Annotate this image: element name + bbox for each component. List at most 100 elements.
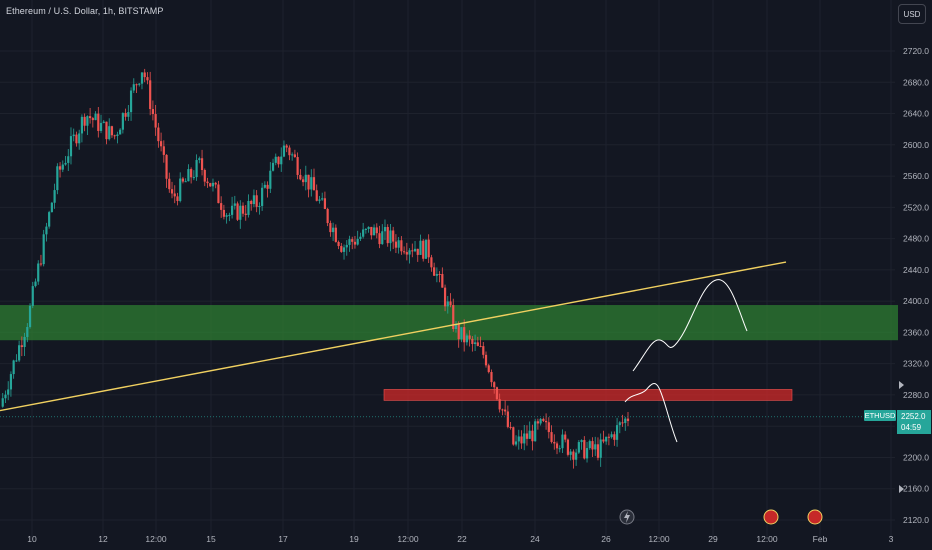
candle-body	[97, 113, 100, 131]
candle-body	[509, 426, 512, 428]
candle-body	[154, 114, 157, 128]
time-tick-label: 22	[457, 534, 467, 544]
candle-body	[132, 84, 135, 91]
candle-body	[200, 158, 204, 171]
candle-body	[285, 145, 288, 148]
candle-body	[129, 90, 133, 113]
candle-body	[553, 441, 556, 444]
time-tick-label: Feb	[813, 534, 828, 544]
candle-body	[102, 121, 105, 123]
price-tick-label: 2720.0	[903, 46, 929, 56]
candles	[1, 68, 630, 469]
trendline[interactable]	[0, 261, 787, 412]
candle-body	[435, 274, 438, 276]
candle-body	[18, 345, 21, 361]
candle-body	[438, 274, 441, 276]
candle-body	[230, 205, 234, 215]
projection-path-lower[interactable]	[624, 383, 678, 443]
candle-body	[591, 441, 594, 450]
candle-body	[217, 184, 220, 204]
candle-body	[56, 166, 59, 191]
candle-body	[140, 72, 144, 84]
support-zone[interactable]	[0, 305, 898, 341]
scroll-arrow-icon[interactable]	[899, 485, 904, 493]
candle-body	[615, 425, 619, 440]
candle-body	[61, 164, 64, 170]
candle-body	[454, 324, 458, 330]
price-label: 2252.0 04:59	[897, 410, 931, 434]
time-tick-label: 12:00	[756, 534, 778, 544]
candle-body	[356, 238, 359, 245]
candle-body	[165, 154, 168, 179]
time-tick-label: 12	[98, 534, 108, 544]
candle-body	[138, 83, 141, 85]
candle-body	[222, 209, 225, 217]
time-tick-label: 26	[601, 534, 611, 544]
candle-body	[613, 434, 616, 440]
event-icons[interactable]	[619, 381, 904, 525]
candle-body	[244, 213, 247, 215]
candle-body	[359, 236, 362, 239]
candle-body	[501, 409, 504, 411]
candle-body	[78, 133, 81, 144]
candle-body	[75, 134, 78, 144]
candle-body	[342, 247, 346, 252]
candle-body	[1, 398, 4, 407]
candle-body	[348, 239, 351, 245]
price-tick-label: 2680.0	[903, 77, 929, 87]
price-tick-label: 2480.0	[903, 234, 929, 244]
candle-body	[225, 215, 228, 217]
candle-body	[20, 345, 23, 348]
price-tick-label: 2600.0	[903, 140, 929, 150]
candle-body	[250, 200, 253, 205]
candle-body	[124, 113, 127, 117]
candle-body	[220, 203, 223, 210]
candle-body	[506, 411, 509, 427]
candle-body	[9, 374, 13, 390]
price-tick-label: 2640.0	[903, 109, 929, 119]
time-axis[interactable]: 10 12 12:00 15 17 19 12:00 22 24 26 12:00 29 12:00 Fe…	[27, 534, 893, 544]
candle-body	[353, 241, 357, 245]
candle-body	[228, 214, 231, 216]
candle-body	[547, 422, 550, 433]
candle-body	[375, 227, 378, 234]
candle-body	[48, 212, 51, 227]
dividend-icon[interactable]	[763, 509, 779, 525]
candle-body	[596, 444, 600, 458]
lightning-icon-glyph	[624, 511, 630, 523]
candle-body	[460, 327, 463, 340]
candle-body	[525, 433, 529, 439]
currency-button[interactable]: USD	[898, 4, 926, 24]
candle-body	[299, 174, 302, 180]
candle-body	[362, 229, 365, 237]
candle-body	[495, 387, 499, 400]
candle-body	[332, 227, 335, 233]
candle-body	[389, 230, 392, 244]
price-tick-label: 2560.0	[903, 171, 929, 181]
candle-body	[427, 239, 430, 258]
resistance-zone[interactable]	[383, 389, 793, 401]
candle-body	[337, 241, 340, 247]
candle-body	[512, 427, 515, 445]
grid	[0, 0, 895, 540]
projection-path-upper[interactable]	[632, 279, 748, 372]
candle-body	[67, 156, 70, 163]
candle-body	[255, 195, 258, 207]
scroll-arrow-icon[interactable]	[899, 381, 904, 389]
candle-body	[329, 223, 332, 233]
candle-body	[403, 251, 406, 253]
candle-body	[383, 227, 387, 232]
candle-body	[252, 195, 256, 205]
candle-body	[277, 156, 280, 165]
candle-body	[585, 448, 589, 459]
candle-body	[372, 227, 376, 236]
candle-body	[170, 189, 174, 194]
candle-body	[534, 421, 537, 442]
candle-body	[471, 338, 474, 344]
price-tick-label: 2160.0	[903, 484, 929, 494]
dividend-icon[interactable]	[807, 509, 823, 525]
candle-body	[233, 203, 236, 206]
candle-body	[465, 335, 469, 343]
